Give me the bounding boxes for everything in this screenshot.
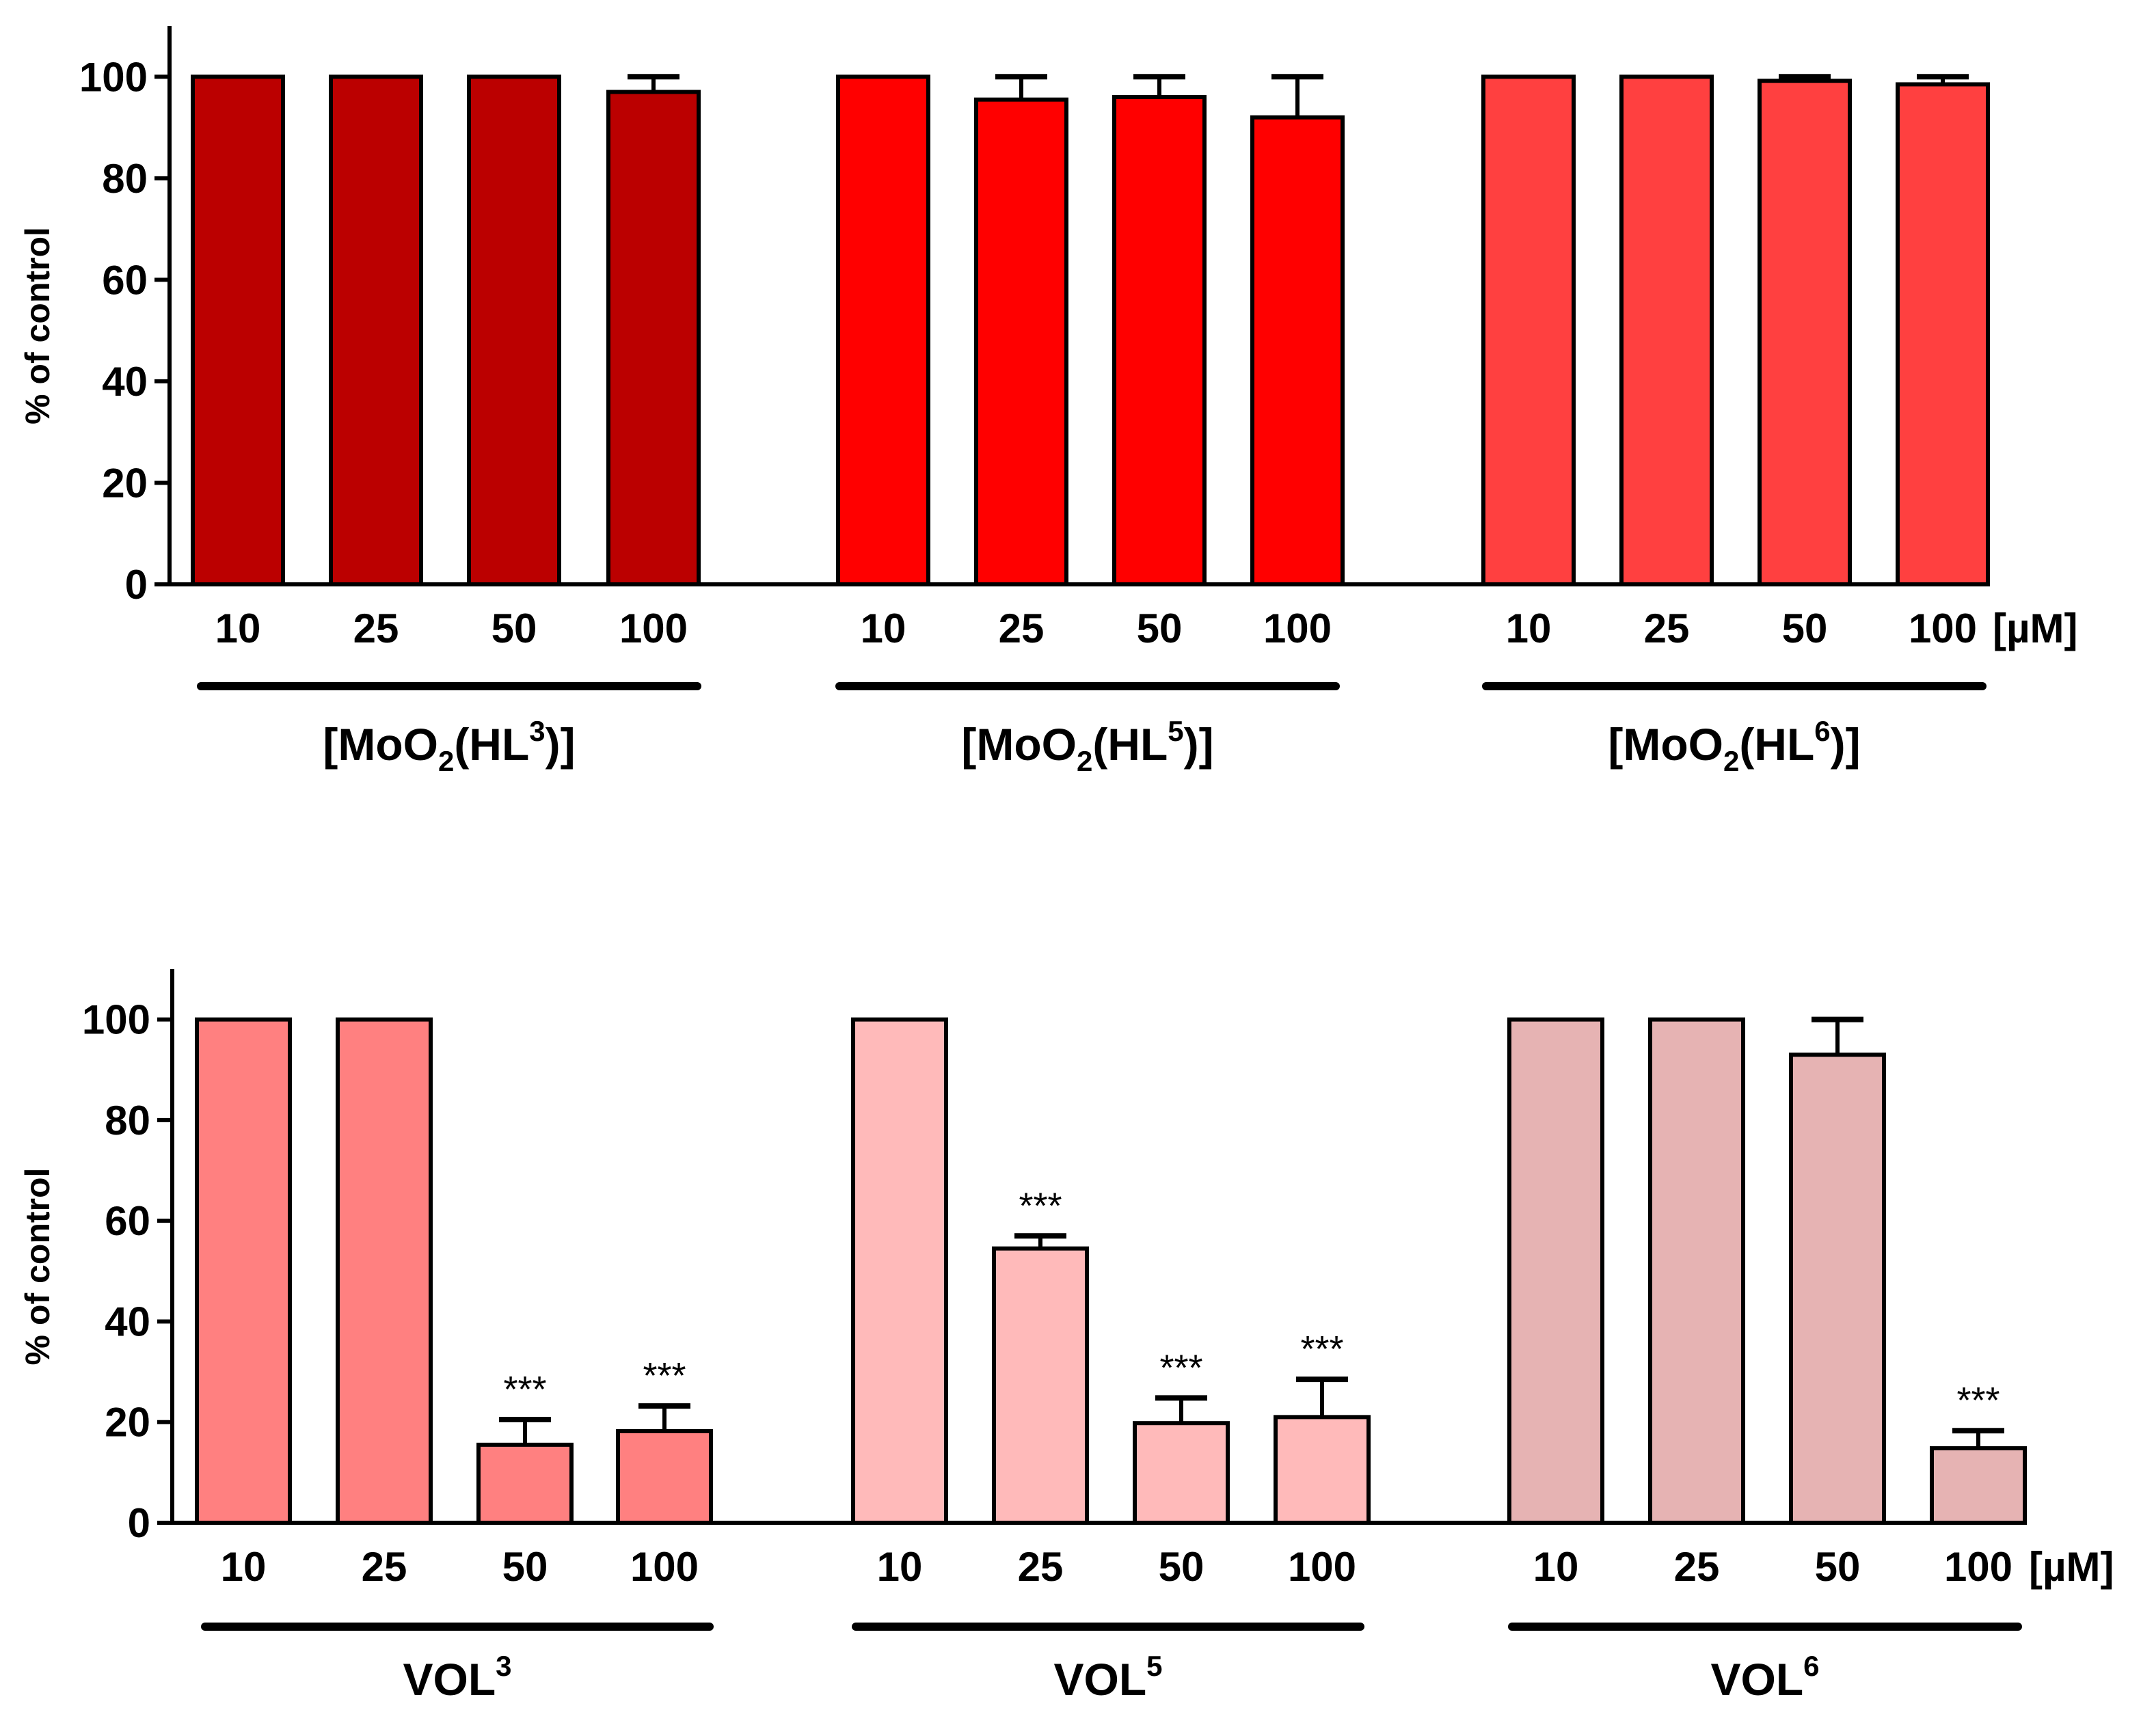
bar [1112,94,1207,586]
bar [1250,115,1345,586]
bar [1930,1446,2027,1525]
bar [1896,82,1990,586]
y-tick-label: 60 [102,257,148,303]
y-axis-title: % of control [18,1168,57,1366]
y-tick-label: 0 [125,562,148,608]
bar [195,1017,292,1525]
y-tick-label: 20 [102,460,148,506]
bar [336,1017,433,1525]
x-tick-label: 25 [999,606,1045,651]
x-tick-label: 50 [1137,606,1183,651]
bar [1648,1017,1745,1525]
x-tick-label: 100 [1288,1544,1356,1590]
significance-label: *** [1956,1380,1999,1421]
bar [476,1442,574,1525]
y-tick-label: 100 [79,54,148,100]
y-tick-label: 60 [105,1198,150,1244]
bottom-bar-chart: 0 20 40 60 80 100 % of control 10 25 *** 50 *** 100 V… [18,969,2114,1705]
y-tick-label: 80 [102,156,148,202]
bar [1758,79,1852,587]
x-tick-label: 25 [362,1544,407,1590]
bar [836,74,930,587]
bar [1789,1053,1886,1525]
x-tick-label: 50 [1782,606,1828,651]
y-tick-label: 80 [105,1098,150,1143]
x-tick-label: 10 [877,1544,923,1590]
x-tick-label: 100 [630,1544,699,1590]
group-label: [MoO2(HL5)] [961,715,1213,777]
x-tick-label: 25 [1674,1544,1720,1590]
top-bar-chart: 0 20 40 60 80 100 % of control 10 25 50 100 [MoO2(H… [18,26,2078,777]
bar [329,74,423,587]
x-tick-label: 25 [353,606,399,651]
bar [616,1428,713,1525]
significance-label: *** [1159,1347,1202,1388]
unit-label: [µM] [2029,1544,2114,1590]
bar [992,1246,1089,1525]
group-label: VOL3 [403,1650,511,1705]
x-tick-label: 50 [502,1544,548,1590]
bar [851,1017,948,1525]
bar [1507,1017,1604,1525]
x-tick-label: 10 [1506,606,1552,651]
bar [191,74,285,587]
x-tick-label: 50 [1815,1544,1861,1590]
group-label: VOL5 [1053,1650,1162,1705]
x-tick-label: 50 [492,606,537,651]
x-tick-label: 10 [221,1544,267,1590]
bar [1619,74,1714,587]
y-tick-label: 100 [82,997,150,1043]
y-tick-label: 40 [102,359,148,405]
x-tick-label: 100 [619,606,688,651]
bar [1481,74,1576,587]
x-tick-label: 100 [1944,1544,2012,1590]
significance-label: *** [1300,1329,1343,1370]
y-tick-label: 0 [128,1500,150,1546]
significance-label: *** [503,1369,546,1410]
bar [467,74,561,587]
x-tick-label: 25 [1018,1544,1064,1590]
group-label: [MoO2(HL3)] [323,715,575,777]
y-tick-label: 40 [105,1299,150,1344]
x-tick-label: 10 [215,606,261,651]
x-tick-label: 100 [1909,606,1977,651]
bar [974,97,1068,587]
x-tick-label: 10 [861,606,906,651]
bar [1133,1421,1230,1525]
unit-label: [µM] [1993,606,2078,651]
group-label: VOL6 [1710,1650,1819,1705]
significance-label: *** [1019,1185,1062,1226]
x-tick-label: 100 [1263,606,1332,651]
bar [1274,1415,1371,1525]
bar [606,90,701,586]
x-tick-label: 10 [1533,1544,1579,1590]
y-axis-title: % of control [18,227,57,424]
group-label: [MoO2(HL6)] [1608,715,1860,777]
x-tick-label: 25 [1644,606,1690,651]
y-tick-label: 20 [105,1400,150,1446]
significance-label: *** [643,1355,686,1396]
x-tick-label: 50 [1159,1544,1204,1590]
